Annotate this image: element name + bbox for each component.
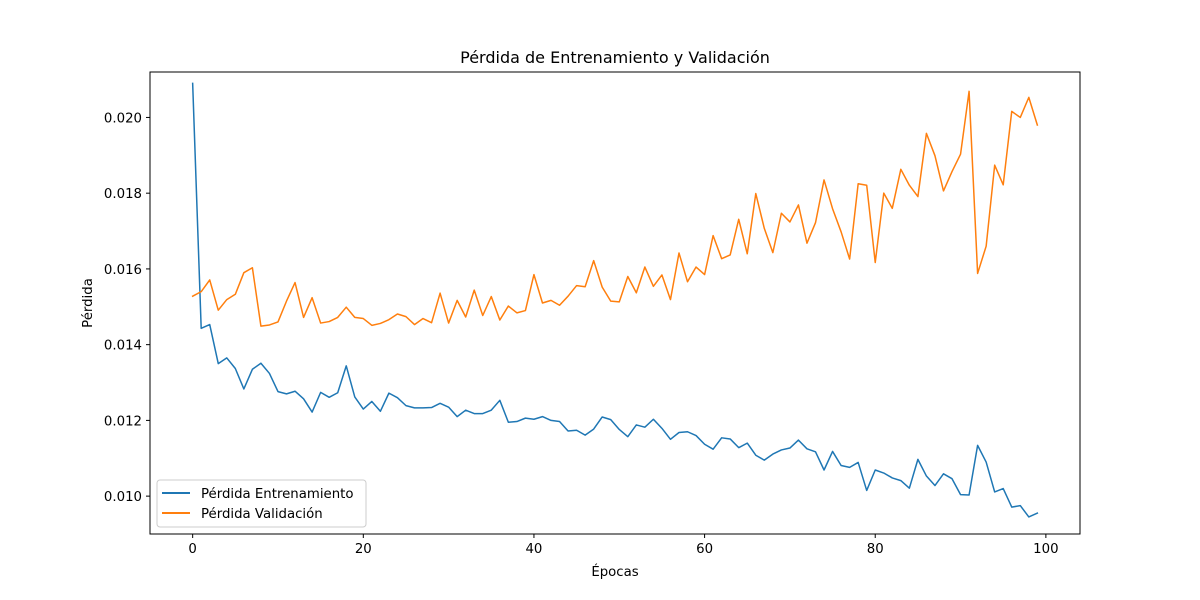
legend-label-validacion: Pérdida Validación [201,506,323,522]
plot-frame [149,71,1081,535]
y-tick-label: 0.012 [104,414,142,429]
series-line-validacion [191,90,1039,327]
x-tick-label: 60 [696,542,713,557]
legend: Pérdida Entrenamiento Pérdida Validación [156,479,367,528]
x-tick-label: 40 [525,542,542,557]
x-axis-label: Épocas [591,563,638,580]
y-tick-label: 0.018 [104,187,142,202]
x-tick-label: 80 [867,542,884,557]
y-tick-label: 0.010 [104,490,142,505]
legend-box [156,479,367,528]
y-tick-label: 0.020 [104,111,142,126]
y-tick-label: 0.016 [104,263,142,278]
chart-title: Pérdida de Entrenamiento y Validación [460,48,770,67]
y-tick-label: 0.014 [104,339,142,354]
legend-label-entrenamiento: Pérdida Entrenamiento [201,486,354,502]
y-axis: 0.010 0.012 0.014 0.016 0.018 0.020 [104,111,150,505]
x-tick-label: 0 [188,542,196,557]
series-line-entrenamiento [191,82,1039,518]
series-layer [191,82,1039,518]
y-axis-label: Pérdida [80,278,96,328]
x-axis: 0 20 40 60 80 100 [188,534,1059,557]
x-tick-label: 100 [1033,542,1058,557]
x-tick-label: 20 [355,542,372,557]
